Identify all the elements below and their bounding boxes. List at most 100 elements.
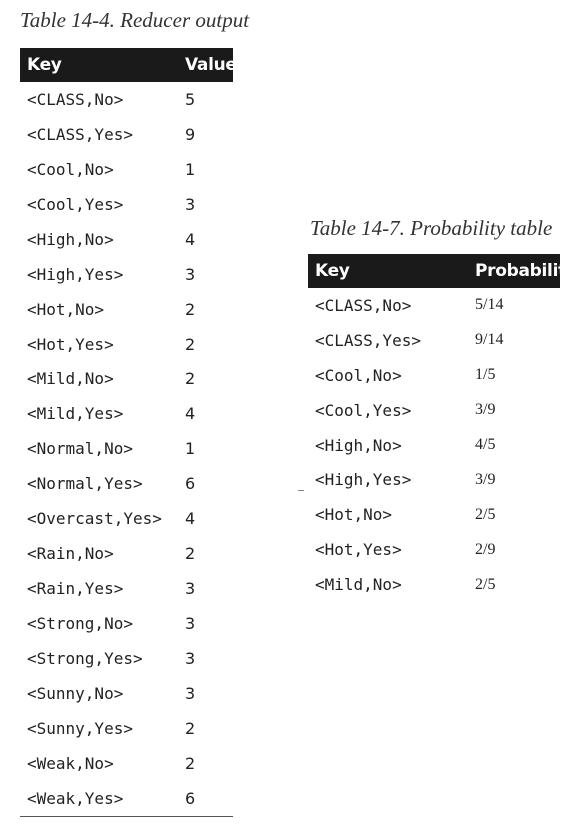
table-row: <High,No> 4 [20,222,233,257]
key-cell: <Mild,No> [315,575,402,595]
table-row: <Mild,Yes> 4 [20,396,233,431]
value-cell: 3 [185,683,196,703]
probability-cell: 1/5 [475,366,496,384]
probability-table: Key Probability <CLASS,No> 5/14 <CLASS,Yes… [308,254,577,602]
table-row: <CLASS,No> 5/14 [308,288,560,323]
table-row: <Strong,Yes> 3 [20,641,233,676]
probability-cell: 4/5 [475,436,496,453]
value-cell: 2 [185,718,196,738]
probability-cell: 3/9 [475,470,496,488]
probability-cell: 2/9 [475,540,496,558]
key-cell: <Weak,Yes> [20,780,178,817]
table-row: <CLASS,Yes> 9/14 [308,323,560,358]
value-cell: 6 [185,474,196,494]
table-row: <CLASS,Yes> 9 [20,117,233,152]
table-row: <Sunny,No> 3 [20,676,233,711]
key-cell: <Hot,No> [315,505,393,525]
value-cell: 3 [185,648,196,668]
probability-rows: <CLASS,No> 5/14 <CLASS,Yes> 9/14 <Cool,No> 1/… [308,288,560,602]
table-row: <Hot,Yes> 2/9 [308,532,560,567]
key-column-header: Key [20,48,178,82]
value-cell: 2 [185,369,196,389]
key-cell: <CLASS,Yes> [27,124,133,144]
table-row: <Cool,Yes> 3 [20,187,233,222]
probability-column-header: Probability [468,254,577,288]
key-cell: <High,No> [27,229,114,249]
table-row: <Rain,No> 2 [20,536,233,571]
key-cell: <Sunny,No> [27,683,124,703]
key-cell: <Normal,No> [27,439,133,459]
table-row: <Mild,No> 2 [20,362,233,397]
value-cell: 4 [185,404,196,424]
probability-cell: 2/5 [475,505,496,523]
key-cell: <Sunny,Yes> [27,718,133,738]
probability-cell: 3/9 [475,401,496,419]
value-cell: 2 [185,334,196,354]
value-cell: 2 [185,753,196,773]
probability-cell: 9/14 [475,331,504,349]
probability-cell: 2/5 [475,575,496,593]
key-cell: <Strong,No> [27,614,133,634]
key-cell: <High,Yes> [27,264,124,284]
value-cell: 4 [185,509,196,529]
key-cell: <Overcast,Yes> [27,509,162,529]
value-cell: 3 [185,579,196,599]
table-row: <Cool,No> 1 [20,152,233,187]
value-cell: 3 [185,264,196,284]
table-row: <Sunny,Yes> 2 [20,711,233,746]
value-cell: 4 [185,229,196,249]
margin-mark [298,490,304,491]
key-cell: <Hot,Yes> [27,334,114,354]
value-cell: 5 [185,89,196,109]
value-cell: 3 [185,614,196,634]
value-cell: 1 [185,159,196,179]
key-cell: <Mild,No> [27,369,114,389]
table-row: <Normal,Yes> 6 [20,466,233,501]
table-row: <Normal,No> 1 [20,431,233,466]
value-cell: 1 [185,439,196,459]
key-cell: <Weak,No> [27,753,114,773]
key-cell: <Hot,Yes> [315,540,402,560]
table-row: <Hot,Yes> 2 [20,327,233,362]
table-row: <Cool,No> 1/5 [308,358,560,393]
table-row: <Weak,Yes> 6 [20,780,233,817]
table-row: <Rain,Yes> 3 [20,571,233,606]
value-cell: 9 [185,124,196,144]
value-column-header: Value [178,48,237,82]
table-row: <Hot,No> 2 [20,292,233,327]
table-row: <Weak,No> 2 [20,746,233,781]
probability-cell: 5/14 [475,296,504,314]
key-cell: <CLASS,No> [27,89,124,109]
key-cell: <Mild,Yes> [27,404,124,424]
key-cell: <Rain,Yes> [27,579,124,599]
key-cell: <High,Yes> [315,470,412,490]
value-cell: 3 [185,194,196,214]
key-cell: <Rain,No> [27,544,114,564]
key-cell: <Cool,No> [315,365,402,385]
table-row: <CLASS,No> 5 [20,82,233,117]
table-header-row: Key Value [20,48,237,82]
value-cell: 2 [185,544,196,564]
table-row: <Mild,No> 2/5 [308,567,560,602]
value-cell: 2 [185,299,196,319]
value-cell: 6 [178,780,233,817]
reducer-output-caption: Table 14-4. Reducer output [20,8,250,32]
key-cell: <High,No> [315,435,402,455]
table-row: <Hot,No> 2/5 [308,497,560,532]
key-cell: <Cool,No> [27,159,114,179]
key-cell: <Cool,Yes> [27,194,124,214]
probability-table-caption: Table 14-7. Probability table [310,216,553,240]
table-row: <Overcast,Yes> 4 [20,501,233,536]
table-row: <High,Yes> 3/9 [308,462,560,497]
key-cell: <Normal,Yes> [27,474,143,494]
key-column-header: Key [308,254,468,288]
key-cell: <Cool,Yes> [315,400,412,420]
table-row: <Cool,Yes> 3/9 [308,393,560,428]
table-header-row: Key Probability [308,254,577,288]
key-cell: <Strong,Yes> [27,648,143,668]
reducer-output-rows: <CLASS,No> 5 <CLASS,Yes> 9 <Cool,No> 1 <Cool,Y… [20,82,233,817]
key-cell: <CLASS,Yes> [315,330,421,350]
key-cell: <CLASS,No> [315,295,412,315]
table-row: <High,Yes> 3 [20,257,233,292]
reducer-output-table: Key Value <CLASS,No> 5 <CLASS,Yes> 9 <Cool,N… [20,48,237,817]
